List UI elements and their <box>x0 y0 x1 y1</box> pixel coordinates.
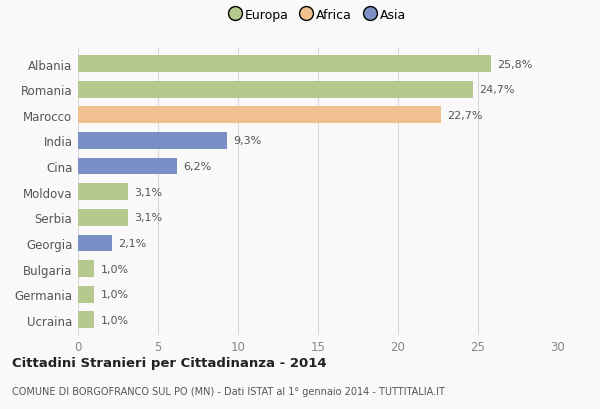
Bar <box>78 261 94 277</box>
Text: 6,2%: 6,2% <box>184 162 212 172</box>
Text: COMUNE DI BORGOFRANCO SUL PO (MN) - Dati ISTAT al 1° gennaio 2014 - TUTTITALIA.I: COMUNE DI BORGOFRANCO SUL PO (MN) - Dati… <box>12 387 445 396</box>
Bar <box>78 184 128 200</box>
Text: 3,1%: 3,1% <box>134 187 162 197</box>
Text: 22,7%: 22,7% <box>448 110 483 121</box>
Text: 1,0%: 1,0% <box>100 315 128 325</box>
Bar <box>78 209 128 226</box>
Bar <box>78 82 473 98</box>
Bar <box>78 56 491 73</box>
Bar <box>78 158 177 175</box>
Text: 1,0%: 1,0% <box>100 290 128 299</box>
Text: 1,0%: 1,0% <box>100 264 128 274</box>
Bar <box>78 312 94 328</box>
Text: 3,1%: 3,1% <box>134 213 162 223</box>
Text: 9,3%: 9,3% <box>233 136 262 146</box>
Text: 2,1%: 2,1% <box>118 238 146 248</box>
Text: 25,8%: 25,8% <box>497 59 533 70</box>
Bar <box>78 286 94 303</box>
Bar <box>78 133 227 149</box>
Text: 24,7%: 24,7% <box>479 85 515 95</box>
Bar <box>78 235 112 252</box>
Legend: Europa, Africa, Asia: Europa, Africa, Asia <box>225 4 411 27</box>
Text: Cittadini Stranieri per Cittadinanza - 2014: Cittadini Stranieri per Cittadinanza - 2… <box>12 356 326 369</box>
Bar <box>78 107 441 124</box>
